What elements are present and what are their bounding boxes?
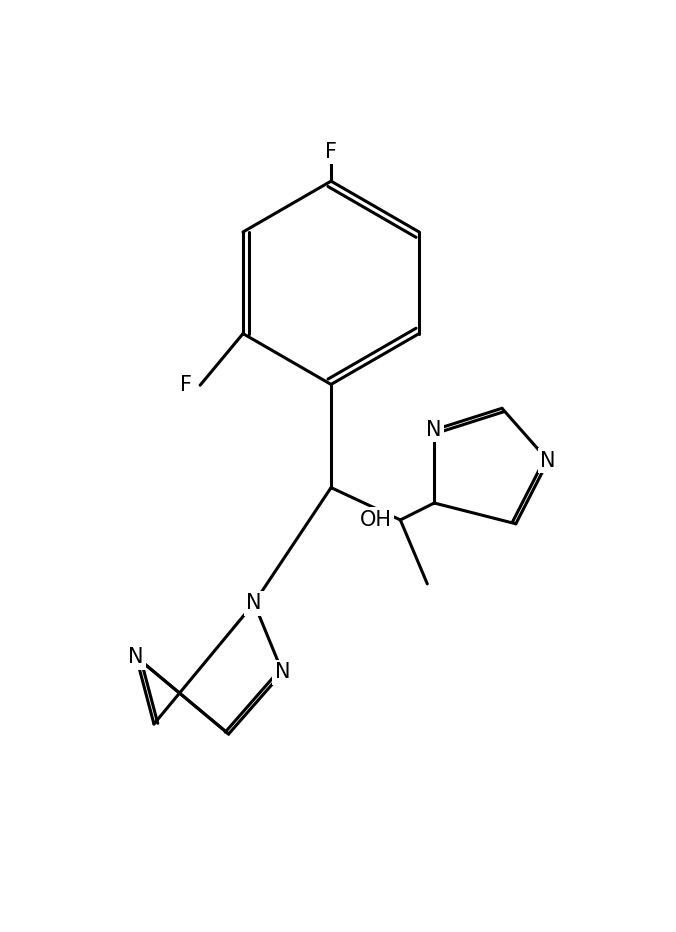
Text: N: N <box>246 593 262 613</box>
Text: N: N <box>540 451 556 471</box>
Text: OH: OH <box>360 510 391 530</box>
Text: N: N <box>274 663 290 682</box>
Text: N: N <box>128 647 144 667</box>
Text: N: N <box>427 419 442 440</box>
Text: F: F <box>325 142 337 162</box>
Text: F: F <box>180 376 193 395</box>
